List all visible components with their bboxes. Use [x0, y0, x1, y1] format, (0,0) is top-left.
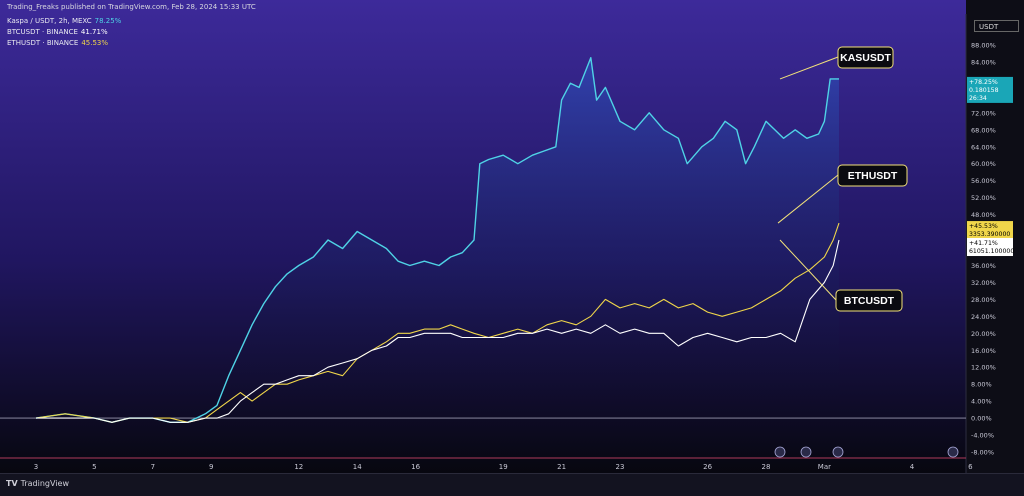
- lightning-event-icon: [774, 446, 786, 458]
- callout-label: KASUSDT: [840, 52, 891, 64]
- end-label-text: +78.25%: [969, 79, 998, 86]
- y-tick-label: 12.00%: [971, 364, 996, 372]
- x-tick-label: 7: [151, 463, 155, 471]
- callouts: KASUSDT ETHUSDT BTCUSDT: [777, 46, 908, 312]
- callout-box: [835, 289, 903, 312]
- y-tick-label: 60.00%: [971, 160, 996, 168]
- currency-tag[interactable]: USDT: [974, 20, 1019, 32]
- end-label-text: 0.180158: [969, 87, 999, 94]
- y-tick-label: 56.00%: [971, 177, 996, 185]
- tradingview-logo-icon: TV: [6, 479, 18, 488]
- x-tick-label: 9: [209, 463, 213, 471]
- y-tick-label: 88.00%: [971, 42, 996, 50]
- us-flag-event-icon: [947, 446, 959, 458]
- series-line-btcusdt: [36, 239, 840, 423]
- y-tick-label: -4.00%: [971, 432, 994, 440]
- x-tick-label: 21: [557, 463, 566, 471]
- y-tick-label: 72.00%: [971, 109, 996, 117]
- legend-row-eth: ETHUSDT · BINANCE 45.53%: [7, 39, 108, 47]
- y-tick-label: 8.00%: [971, 381, 992, 389]
- series-layer: [35, 57, 840, 423]
- y-tick-label: 24.00%: [971, 313, 996, 321]
- legend-label-btc: BTCUSDT · BINANCE: [7, 28, 78, 36]
- y-tick-label: 4.00%: [971, 398, 992, 406]
- y-tick-label: 0.00%: [971, 415, 992, 423]
- end-label-text: +41.71%: [969, 240, 998, 247]
- series-line-kasusdt: [35, 57, 839, 423]
- tradingview-brand[interactable]: TV TradingView: [6, 479, 69, 488]
- y-tick-label: 68.00%: [971, 126, 996, 134]
- publisher-info: Trading_Freaks published on TradingView.…: [7, 3, 256, 11]
- callout-pointer: [777, 174, 839, 224]
- us-flag-event-icon: [800, 446, 812, 458]
- footer-bar: TV TradingView: [0, 473, 1024, 496]
- x-tick-label: 14: [353, 463, 362, 471]
- callout-label: ETHUSDT: [848, 170, 898, 182]
- y-tick-label: 16.00%: [971, 347, 996, 355]
- end-label-text: 3353.390000: [969, 231, 1010, 238]
- x-tick-label: 5: [92, 463, 96, 471]
- callout-box: [837, 46, 894, 69]
- x-tick-label: 26: [703, 463, 712, 471]
- callout-pointer: [779, 239, 837, 301]
- legend-label-eth: ETHUSDT · BINANCE: [7, 39, 79, 47]
- y-tick-label: 84.00%: [971, 58, 996, 66]
- end-label-text: 26:34: [969, 95, 987, 102]
- legend-value-kas: 78.25%: [94, 17, 122, 25]
- event-markers: [774, 446, 959, 458]
- end-label-box: [967, 238, 1013, 257]
- y-tick-label: 36.00%: [971, 262, 996, 270]
- kas-area-layer: [36, 57, 839, 423]
- callout-box: [837, 164, 908, 187]
- series-line-ethusdt: [35, 222, 840, 423]
- x-tick-label: 16: [411, 463, 420, 471]
- end-label-text: 61051.100000: [969, 248, 1014, 255]
- x-tick-label: 3: [34, 463, 38, 471]
- x-axis-ticks: 3 5 7 9 12 14 16 19 21 23 26 28 Mar 4 6: [34, 463, 973, 471]
- x-tick-label: 23: [616, 463, 625, 471]
- legend-value-btc: 41.71%: [80, 28, 108, 36]
- x-tick-label: 12: [294, 463, 303, 471]
- callout-label: BTCUSDT: [844, 295, 895, 307]
- x-tick-label: 19: [499, 463, 508, 471]
- x-tick-label: 6: [968, 463, 973, 471]
- chart-canvas[interactable]: 88.00%84.00%80.00%76.00%72.00%68.00%64.0…: [0, 0, 1024, 474]
- y-tick-label: 32.00%: [971, 279, 996, 287]
- x-tick-label: 28: [762, 463, 771, 471]
- y-tick-label: 28.00%: [971, 296, 996, 304]
- end-label-box: [967, 221, 1013, 240]
- legend-row-btc: BTCUSDT · BINANCE 41.71%: [7, 28, 108, 36]
- callout-pointer: [779, 56, 839, 80]
- x-tick-label: 4: [910, 463, 915, 471]
- kas-area: [36, 57, 839, 423]
- legend-row-kas: Kaspa / USDT, 2h, MEXC 78.25%: [7, 17, 121, 25]
- y-tick-label: 52.00%: [971, 194, 996, 202]
- y-tick-label: 20.00%: [971, 330, 996, 338]
- end-label-text: +45.53%: [969, 223, 998, 230]
- y-tick-label: -8.00%: [971, 449, 994, 457]
- end-label-box: [967, 76, 1013, 103]
- y-tick-label: 64.00%: [971, 143, 996, 151]
- legend-label-kas: Kaspa / USDT, 2h, MEXC: [7, 17, 92, 25]
- tradingview-brand-text: TradingView: [20, 479, 69, 488]
- y-tick-label: 48.00%: [971, 211, 996, 219]
- legend-value-eth: 45.53%: [81, 39, 109, 47]
- x-tick-label: Mar: [818, 463, 831, 471]
- us-flag-event-icon: [832, 446, 844, 458]
